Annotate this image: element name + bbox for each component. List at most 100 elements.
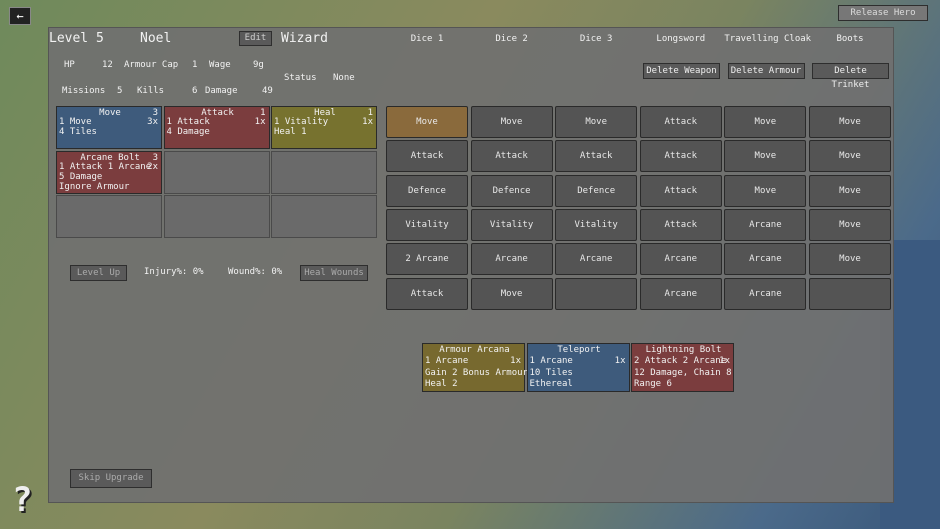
die-face[interactable]: Vitality bbox=[470, 208, 553, 241]
card-line: 12 Damage, Chain 8 bbox=[634, 367, 732, 378]
die-face[interactable]: Move bbox=[724, 174, 807, 207]
stat-value: 9g bbox=[253, 60, 264, 70]
die-face[interactable]: Defence bbox=[555, 174, 638, 207]
die-face[interactable]: Vitality bbox=[555, 208, 638, 241]
empty-slot bbox=[56, 195, 162, 238]
injury: Injury%: 0% bbox=[144, 267, 204, 277]
empty-slot bbox=[163, 150, 270, 194]
ability-card[interactable]: Heal 1 1 Vitality Heal 1 1x bbox=[271, 106, 377, 149]
die-face[interactable]: Arcane bbox=[639, 243, 722, 276]
ability-card[interactable]: Attack 1 1 Attack 4 Damage 1x bbox=[163, 106, 270, 149]
ability-card[interactable]: Move 3 1 Move 4 Tiles 3x bbox=[56, 106, 162, 149]
skip-upgrade-button[interactable]: Skip Upgrade bbox=[70, 469, 152, 488]
delete-button[interactable]: Delete Armour bbox=[727, 63, 805, 79]
die-face[interactable]: Attack bbox=[555, 140, 638, 173]
delete-button[interactable]: Delete Weapon bbox=[643, 63, 720, 79]
die-face[interactable] bbox=[555, 277, 638, 310]
card-count: 3 bbox=[152, 152, 158, 163]
die-face[interactable]: Arcane bbox=[639, 277, 722, 310]
card-line: 4 Tiles bbox=[59, 127, 97, 137]
die-face[interactable]: Attack bbox=[639, 208, 722, 241]
die-face[interactable] bbox=[809, 277, 891, 310]
card-title: Heal bbox=[314, 108, 336, 118]
die-face[interactable]: Move bbox=[386, 106, 468, 138]
die-face[interactable]: Attack bbox=[639, 106, 722, 138]
die-face[interactable]: Arcane bbox=[724, 277, 807, 310]
upgrade-card[interactable]: Lightning Bolt 2 Attack 2 Arcane 12 Damage… bbox=[631, 343, 734, 392]
help-icon[interactable]: ? bbox=[12, 480, 33, 520]
die-face[interactable]: Attack bbox=[386, 277, 468, 310]
card-multiplier: 2x bbox=[147, 161, 158, 172]
die-face[interactable]: Move bbox=[470, 106, 553, 138]
back-button[interactable]: ← bbox=[9, 7, 31, 25]
column-header: Dice 1 bbox=[410, 34, 444, 44]
die-face[interactable]: Vitality bbox=[386, 208, 468, 241]
hero-name: Noel bbox=[140, 31, 172, 46]
stat-value: 6 bbox=[192, 86, 198, 96]
card-title: Teleport bbox=[557, 345, 601, 355]
edit-button[interactable]: Edit bbox=[239, 31, 272, 46]
die-face[interactable]: Arcane bbox=[724, 243, 807, 276]
card-line: 4 Damage bbox=[166, 127, 210, 137]
die-face[interactable]: Attack bbox=[639, 174, 722, 207]
card-count: 1 bbox=[367, 108, 373, 118]
card-line: Range 6 bbox=[634, 379, 672, 389]
release-hero-button[interactable]: Release Hero bbox=[838, 5, 928, 21]
column-header: Travelling Cloak bbox=[724, 34, 812, 44]
column-header: Longsword bbox=[656, 34, 706, 44]
ability-card[interactable]: Arcane Bolt 3 1 Attack 1 Arcane 5 Damage Ign… bbox=[56, 150, 162, 194]
card-multiplier: 1x bbox=[510, 356, 521, 366]
card-line: 1 Move bbox=[59, 117, 92, 127]
stat-value: 49 bbox=[262, 86, 273, 96]
card-line: 1 Arcane bbox=[425, 356, 469, 366]
upgrade-card[interactable]: Armour Arcana 1 Arcane Gain 2 Bonus Armour… bbox=[422, 343, 528, 392]
column-header: Boots bbox=[836, 34, 864, 44]
status-label: Status bbox=[284, 73, 317, 83]
die-face[interactable]: Attack bbox=[470, 140, 553, 173]
delete-button[interactable]: Delete Trinket bbox=[812, 63, 889, 90]
die-face[interactable]: Move bbox=[555, 106, 638, 138]
card-multiplier: 1x bbox=[614, 356, 626, 366]
die-face[interactable]: Move bbox=[724, 106, 807, 138]
card-multiplier: 1x bbox=[362, 117, 373, 127]
level-up-button[interactable]: Level Up bbox=[70, 265, 127, 281]
die-face[interactable]: Move bbox=[809, 243, 891, 276]
heal-wounds-button[interactable]: Heal Wounds bbox=[300, 265, 368, 281]
die-face[interactable]: Defence bbox=[386, 174, 468, 207]
stat-label: Missions bbox=[62, 86, 106, 96]
stat-value: 12 bbox=[102, 60, 113, 70]
die-face[interactable]: Move bbox=[470, 277, 553, 310]
level: Level 5 bbox=[49, 31, 104, 46]
stat-label: Kills bbox=[137, 86, 165, 96]
stat-label: HP bbox=[64, 60, 75, 70]
stat-value: 1 bbox=[192, 60, 198, 70]
card-line: Ignore Armour bbox=[59, 181, 130, 192]
column-header: Dice 3 bbox=[579, 34, 613, 44]
die-face[interactable]: Arcane bbox=[724, 208, 807, 241]
card-count: 1 bbox=[260, 108, 266, 118]
card-line: Gain 2 Bonus Armour bbox=[425, 367, 528, 378]
card-line: Heal 1 bbox=[274, 127, 307, 137]
card-line: 1 Arcane bbox=[529, 356, 573, 366]
die-face[interactable]: Move bbox=[724, 140, 807, 173]
card-line: 2 Attack 2 Arcane bbox=[634, 356, 727, 366]
card-title: Move bbox=[99, 108, 121, 118]
card-multiplier: 1x bbox=[719, 356, 730, 366]
card-line: 1 Attack bbox=[166, 117, 210, 127]
die-face[interactable]: Attack bbox=[386, 140, 468, 173]
die-face[interactable]: Move bbox=[809, 174, 891, 207]
stat-value: 5 bbox=[117, 86, 123, 96]
die-face[interactable]: Defence bbox=[470, 174, 553, 207]
die-face[interactable]: 2 Arcane bbox=[386, 243, 468, 276]
card-title: Lightning Bolt bbox=[645, 345, 722, 355]
card-line: 5 Damage bbox=[59, 171, 103, 182]
die-face[interactable]: Move bbox=[809, 106, 891, 138]
upgrade-card[interactable]: Teleport 1 Arcane 10 Tiles Ethereal 1x bbox=[526, 343, 630, 392]
hero-class: Wizard bbox=[281, 31, 328, 46]
die-face[interactable]: Move bbox=[809, 140, 891, 173]
die-face[interactable]: Move bbox=[809, 208, 891, 241]
die-face[interactable]: Arcane bbox=[555, 243, 638, 276]
die-face[interactable]: Arcane bbox=[470, 243, 553, 276]
die-face[interactable]: Attack bbox=[639, 140, 722, 173]
